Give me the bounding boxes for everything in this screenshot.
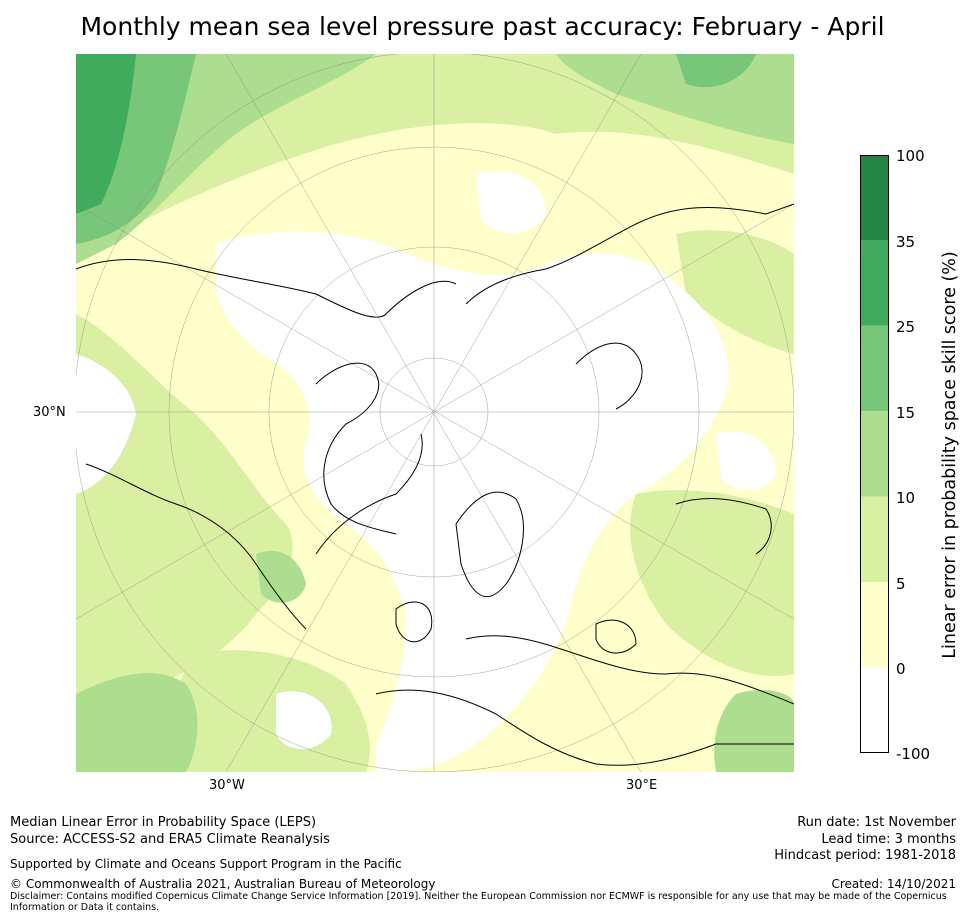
colorbar-band-5-10: [860, 496, 889, 582]
colorbar-tick: 100: [896, 147, 925, 165]
footer-source: Source: ACCESS-S2 and ERA5 Climate Reana…: [10, 832, 330, 847]
colorbar-band-35-100: [860, 155, 889, 241]
colorbar-tick: -100: [896, 745, 931, 763]
footer-method: Median Linear Error in Probability Space…: [10, 815, 317, 830]
colorbar-band-below-0: [860, 667, 889, 753]
coastlines: [76, 203, 794, 766]
colorbar-band-10-15: [860, 411, 889, 497]
colorbar-tick: 5: [896, 575, 906, 593]
lon-label-30w: 30°W: [209, 778, 245, 793]
footer-support: Supported by Climate and Oceans Support …: [10, 857, 402, 871]
colorbar-tick: 0: [896, 660, 906, 678]
footer-lead-time: Lead time: 3 months: [821, 832, 956, 847]
colorbar-band-25-35: [860, 240, 889, 326]
colorbar-tick: 15: [896, 404, 916, 422]
colorbar-band-0-5: [860, 582, 889, 668]
polar-map: [76, 54, 794, 772]
skill-band-below-0: [76, 171, 776, 772]
footer-created: Created: 14/10/2021: [831, 877, 956, 891]
footer-hindcast: Hindcast period: 1981-2018: [774, 848, 956, 863]
colorbar-label: Linear error in probability space skill …: [940, 251, 960, 659]
colorbar-tick: 10: [896, 489, 916, 507]
colorbar-tick: 35: [896, 233, 916, 251]
colorbar-band-15-25: [860, 325, 889, 412]
lat-label-30n: 30°N: [33, 405, 66, 420]
colorbar-tick: 25: [896, 318, 916, 336]
skill-band-25-35: [76, 54, 136, 214]
colorbar: [860, 155, 889, 753]
lon-label-30e: 30°E: [626, 778, 658, 793]
chart-title: Monthly mean sea level pressure past acc…: [80, 12, 885, 41]
footer-run-date: Run date: 1st November: [797, 815, 956, 830]
footer-copyright: © Commonwealth of Australia 2021, Austra…: [10, 877, 436, 891]
footer-disclaimer: Disclaimer: Contains modified Copernicus…: [10, 891, 947, 913]
